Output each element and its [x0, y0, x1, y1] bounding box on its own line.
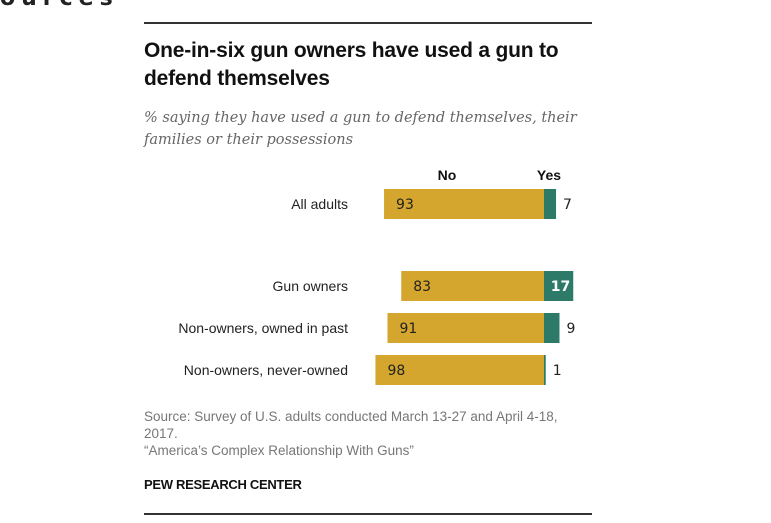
category-label: Gun owners [273, 278, 348, 294]
bar-no-value: 98 [387, 363, 405, 379]
bar-yes-value: 1 [553, 363, 562, 379]
bar-yes-value: 7 [563, 197, 572, 213]
bar-no [401, 271, 544, 301]
source-text: Source: Survey of U.S. adults conducted … [144, 409, 558, 441]
bar-no [384, 189, 544, 219]
bar-yes-value: 17 [551, 279, 570, 295]
category-label: Non-owners, owned in past [178, 320, 348, 336]
top-rule [144, 22, 592, 24]
bottom-rule [144, 513, 592, 515]
bar-no-value: 91 [399, 321, 417, 337]
bar-yes [544, 355, 546, 385]
report-title: “America’s Complex Relationship With Gun… [144, 443, 414, 458]
bar-yes [544, 189, 557, 219]
category-label: Non-owners, never-owned [184, 362, 348, 378]
bar-no [387, 313, 544, 343]
cutoff-heading: ources [0, 0, 119, 11]
bar-yes [544, 313, 560, 343]
legend-no-label: No [438, 167, 457, 183]
pew-credit: PEW RESEARCH CENTER [144, 477, 302, 492]
category-label: All adults [291, 196, 348, 212]
chart-subtitle: % saying they have used a gun to defend … [144, 110, 577, 148]
legend-yes-label: Yes [537, 167, 561, 183]
bar-yes [544, 271, 574, 301]
bar-no [375, 355, 544, 385]
bar-rows: All adults 93 7 Gun owners 83 17 Non-owners, o… [178, 189, 575, 385]
bar-no-value: 93 [396, 197, 414, 213]
source-note: Source: Survey of U.S. adults conducted … [144, 408, 594, 459]
bar-yes-value: 9 [566, 321, 575, 337]
bar-no-value: 83 [413, 279, 431, 295]
chart-title: One-in-six gun owners have used a gun to… [144, 39, 559, 90]
